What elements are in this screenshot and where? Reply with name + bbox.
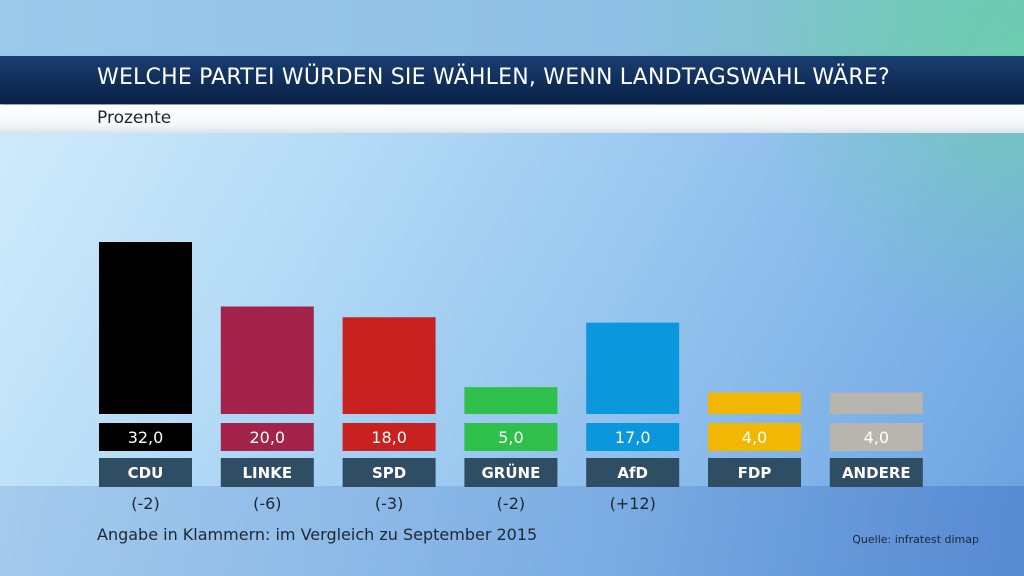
change-label-cdu: (-2) [131, 494, 159, 513]
category-label-linke: LINKE [243, 464, 293, 482]
value-label-andere: 4,0 [864, 428, 889, 447]
bar-fdp [708, 392, 801, 414]
value-label-afd: 17,0 [615, 428, 651, 447]
category-label-grüne: GRÜNE [481, 463, 540, 482]
source-note: Quelle: infratest dimap [852, 533, 979, 546]
category-box-spd [342, 458, 436, 487]
value-label-linke: 20,0 [249, 428, 285, 447]
value-box-grüne [464, 423, 558, 451]
title-bar: WELCHE PARTEI WÜRDEN SIE WÄHLEN, WENN LA… [0, 56, 1024, 104]
bar-afd [586, 322, 680, 414]
category-box-linke [220, 458, 314, 487]
value-label-fdp: 4,0 [742, 428, 767, 447]
change-label-spd: (-3) [375, 494, 403, 513]
value-box-andere [829, 423, 923, 451]
bar-spd [342, 317, 436, 414]
category-label-spd: SPD [372, 464, 406, 482]
value-box-cdu [99, 423, 192, 451]
category-label-afd: AfD [617, 464, 648, 482]
change-label-grüne: (-2) [497, 494, 525, 513]
value-box-spd [342, 423, 436, 451]
value-label-grüne: 5,0 [498, 428, 523, 447]
value-box-fdp [708, 423, 801, 451]
chart-subtitle: Prozente [97, 108, 172, 128]
change-label-afd: (+12) [610, 494, 656, 513]
category-box-andere [829, 458, 923, 487]
value-label-cdu: 32,0 [128, 428, 164, 447]
bar-linke [220, 306, 314, 414]
category-box-afd [586, 458, 680, 487]
footnote: Angabe in Klammern: im Vergleich zu Sept… [97, 525, 538, 544]
bottom-band [0, 486, 1024, 576]
category-box-grüne [464, 458, 558, 487]
chart-title: WELCHE PARTEI WÜRDEN SIE WÄHLEN, WENN LA… [97, 65, 890, 90]
bar-cdu [99, 242, 192, 414]
value-box-afd [586, 423, 680, 451]
category-label-fdp: FDP [738, 464, 772, 482]
value-label-spd: 18,0 [371, 428, 407, 447]
category-label-andere: ANDERE [842, 464, 911, 482]
category-box-cdu [99, 458, 192, 487]
bar-andere [829, 392, 923, 414]
subtitle-bar: Prozente [0, 105, 1024, 133]
value-box-linke [220, 423, 314, 451]
category-label-cdu: CDU [128, 464, 164, 482]
corner-glow [764, 0, 1024, 330]
change-label-linke: (-6) [253, 494, 281, 513]
bar-grüne [464, 387, 558, 414]
category-box-fdp [708, 458, 801, 487]
